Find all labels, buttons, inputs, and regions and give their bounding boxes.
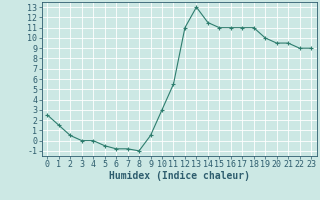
X-axis label: Humidex (Indice chaleur): Humidex (Indice chaleur)	[109, 171, 250, 181]
